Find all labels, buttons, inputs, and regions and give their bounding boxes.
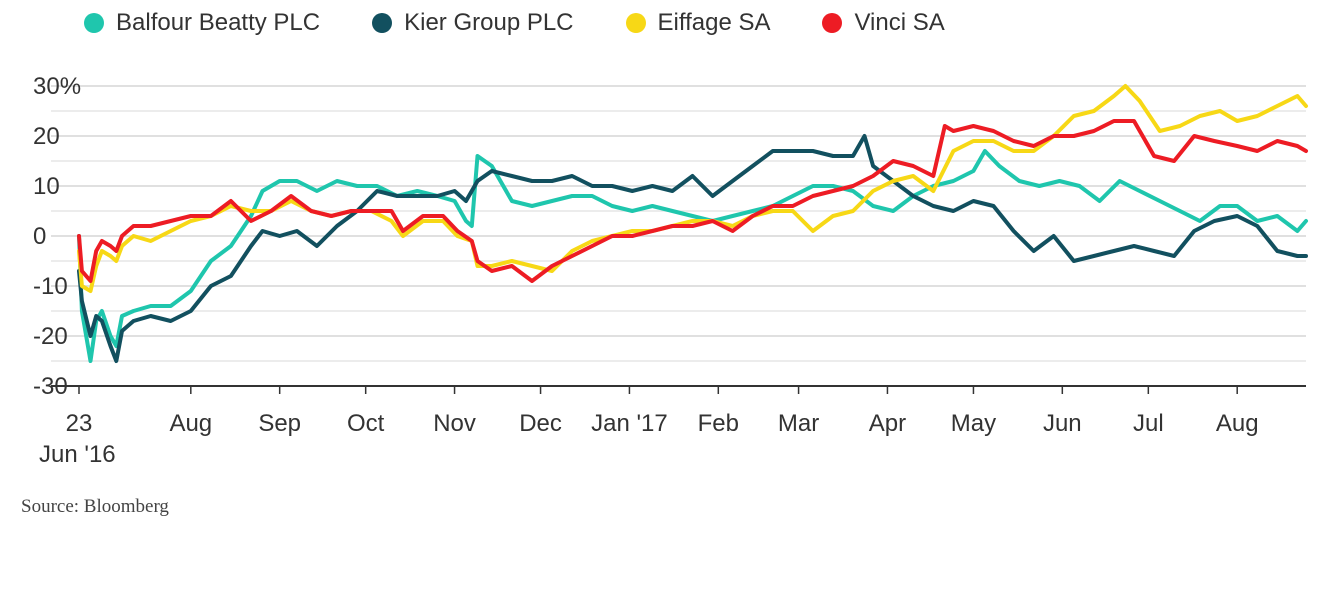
legend-item: Eiffage SA — [625, 9, 771, 37]
legend-swatch — [372, 13, 393, 33]
x-tick-label: Feb — [698, 410, 739, 437]
x-tick-label: Mar — [778, 410, 819, 437]
x-axis: 23 Jun '16 Aug Sep Oct Nov Dec Jan '17 Feb Mar Apr… — [39, 385, 1306, 468]
y-tick-label: 0 — [33, 223, 46, 250]
x-tick-label: May — [951, 410, 996, 437]
series-lines — [77, 84, 1308, 363]
source-note: Source: Bloomberg — [21, 496, 169, 517]
legend-label: Balfour Beatty PLC — [116, 9, 321, 36]
y-tick-label: 10 — [33, 173, 60, 200]
y-tick-label: -20 — [33, 323, 68, 350]
x-tick-label: Jan '17 — [591, 410, 668, 437]
y-tick-label: 30% — [33, 73, 81, 100]
y-tick-label: -10 — [33, 273, 68, 300]
series-line — [77, 149, 1308, 363]
legend-swatch — [84, 13, 104, 33]
x-tick-label: Aug — [169, 410, 212, 437]
legend-item: Vinci SA — [822, 9, 945, 37]
x-tick-label: 23 — [66, 410, 93, 437]
series-line — [77, 119, 1308, 283]
x-tick-label: Aug — [1216, 410, 1259, 437]
legend-item: Kier Group PLC — [372, 9, 574, 37]
y-axis: 30% 20 10 0 -10 -20 -30 — [33, 73, 81, 400]
y-tick-label: 20 — [33, 123, 60, 150]
series-line — [77, 134, 1308, 363]
legend-label: Vinci SA — [854, 9, 945, 36]
legend: Balfour Beatty PLC Kier Group PLC Eiffage … — [84, 6, 997, 40]
x-tick-label: Apr — [869, 410, 906, 437]
x-tick-label: Nov — [433, 410, 476, 437]
legend-label: Eiffage SA — [657, 9, 771, 36]
legend-label: Kier Group PLC — [404, 9, 574, 36]
x-tick-label: Sep — [258, 410, 301, 437]
legend-swatch — [625, 13, 646, 33]
y-tick-label: -30 — [33, 373, 68, 400]
x-tick-sublabel: Jun '16 — [39, 441, 116, 468]
legend-item: Balfour Beatty PLC — [84, 9, 320, 37]
x-tick-label: Jun — [1043, 410, 1082, 437]
x-tick-label: Jul — [1133, 410, 1164, 437]
legend-swatch — [822, 13, 843, 33]
x-tick-label: Oct — [347, 410, 385, 437]
x-tick-label: Dec — [519, 410, 562, 437]
